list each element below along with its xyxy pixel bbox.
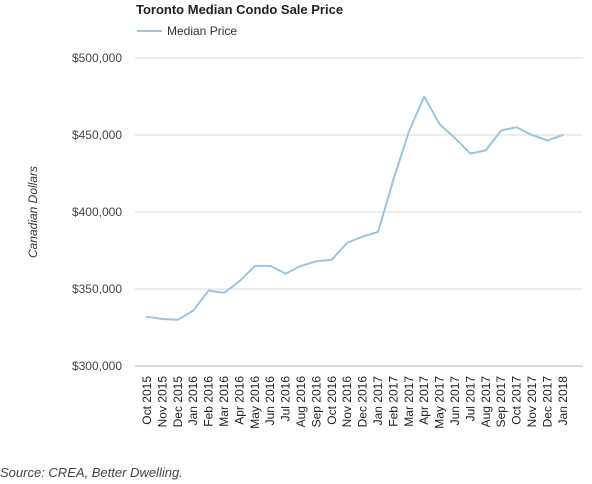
data-point xyxy=(252,263,257,268)
data-point xyxy=(560,133,565,138)
data-point xyxy=(268,263,273,268)
x-tick-label: Sep 2016 xyxy=(309,376,323,428)
x-tick-label: Oct 2017 xyxy=(510,376,524,425)
x-tick-label: Apr 2016 xyxy=(232,376,246,425)
x-tick-label: Mar 2017 xyxy=(402,376,416,427)
x-tick-label: Aug 2016 xyxy=(294,376,308,428)
x-tick-label: Jun 2016 xyxy=(263,376,277,426)
data-point xyxy=(160,317,165,322)
y-tick-label: $400,000 xyxy=(72,205,122,219)
data-point xyxy=(360,234,365,239)
data-point xyxy=(145,314,150,319)
x-tick-label: May 2016 xyxy=(248,376,262,429)
data-point xyxy=(422,94,427,99)
x-tick-label: Jan 2017 xyxy=(371,376,385,426)
line-chart: Toronto Median Condo Sale Price Median P… xyxy=(26,2,583,429)
x-tick-label: Dec 2015 xyxy=(171,376,185,428)
data-point xyxy=(483,148,488,153)
x-tick-label: Feb 2016 xyxy=(202,376,216,427)
data-point xyxy=(206,288,211,293)
x-tick-label: May 2017 xyxy=(433,376,447,429)
x-tick-label: Nov 2015 xyxy=(155,376,169,428)
data-point xyxy=(345,240,350,245)
data-point xyxy=(237,279,242,284)
x-tick-label: Jan 2018 xyxy=(556,376,570,426)
data-point xyxy=(406,129,411,134)
series-line xyxy=(146,95,564,321)
x-tick-label: Nov 2016 xyxy=(340,376,354,428)
data-point xyxy=(499,128,504,133)
data-point xyxy=(453,136,458,141)
data-point xyxy=(191,308,196,313)
data-point xyxy=(545,138,550,143)
source-note: Source: CREA, Better Dwelling. xyxy=(0,465,183,480)
legend-label: Median Price xyxy=(167,24,237,38)
x-tick-label: Oct 2015 xyxy=(140,376,154,425)
grid-lines xyxy=(135,57,583,367)
x-tick-label: Feb 2017 xyxy=(386,376,400,427)
data-point xyxy=(314,259,319,264)
data-point xyxy=(514,125,519,130)
data-point xyxy=(468,151,473,156)
x-tick-label: Jan 2016 xyxy=(186,376,200,426)
data-point xyxy=(175,317,180,322)
x-tick-label: Dec 2017 xyxy=(540,376,554,428)
x-tick-label: Jul 2017 xyxy=(463,376,477,422)
y-tick-label: $350,000 xyxy=(72,282,122,296)
y-tick-label: $300,000 xyxy=(72,359,122,373)
y-axis-ticks: $300,000 $350,000 $400,000 $450,000 $500,000 xyxy=(72,51,122,373)
x-tick-label: Nov 2017 xyxy=(525,376,539,428)
data-point xyxy=(299,263,304,268)
series-median-price xyxy=(145,94,565,322)
x-tick-label: Jul 2016 xyxy=(279,376,293,422)
x-tick-label: Sep 2017 xyxy=(494,376,508,428)
data-point xyxy=(376,230,381,235)
x-axis-ticks: Oct 2015 Nov 2015 Dec 2015 Jan 2016 Feb 2016… xyxy=(140,376,570,429)
y-axis-label: Canadian Dollars xyxy=(26,166,40,258)
data-point xyxy=(437,122,442,127)
data-point xyxy=(283,271,288,276)
data-point xyxy=(222,290,227,295)
chart-title: Toronto Median Condo Sale Price xyxy=(136,2,343,17)
x-tick-label: Jun 2017 xyxy=(448,376,462,426)
y-tick-label: $500,000 xyxy=(72,51,122,65)
data-point xyxy=(530,133,535,138)
y-tick-label: $450,000 xyxy=(72,128,122,142)
data-point xyxy=(329,257,334,262)
x-tick-label: Oct 2016 xyxy=(325,376,339,425)
x-tick-label: Apr 2017 xyxy=(417,376,431,425)
data-point xyxy=(391,177,396,182)
x-tick-label: Dec 2016 xyxy=(356,376,370,428)
x-tick-label: Mar 2016 xyxy=(217,376,231,427)
x-tick-label: Aug 2017 xyxy=(479,376,493,428)
